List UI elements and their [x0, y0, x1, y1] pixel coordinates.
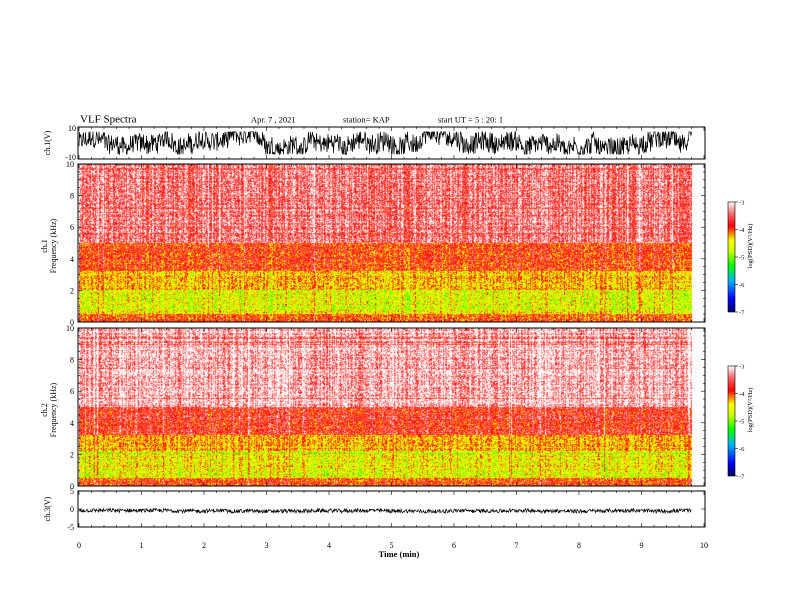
- ch2-spectrogram-panel: 0 2 4 6 8 10 ch.2 Frequency (kHz): [40, 324, 706, 491]
- ch1-spectrogram-image: [79, 164, 705, 322]
- ch2-colorbar: -3 -4 -5 -6 -7 log(PSD)(V²/Hz): [727, 364, 754, 481]
- ch1-waveform-ylabel: ch.1(V): [43, 130, 52, 155]
- x-tick-label: 8: [577, 541, 581, 550]
- colorbar-tick-label: -6: [739, 446, 745, 453]
- y-tick-label: 6: [70, 223, 74, 232]
- y-tick-label: 4: [70, 255, 74, 264]
- x-tick-label: 0: [77, 541, 81, 550]
- station-label: station= KAP: [343, 115, 390, 125]
- x-tick-label: 5: [390, 541, 394, 550]
- y-tick-label: 6: [70, 387, 74, 396]
- colorbar-tick-label: -4: [739, 227, 745, 234]
- ch1-spectrogram-ylabel-2: Frequency (kHz): [49, 218, 58, 273]
- colorbar-tick-label: -3: [739, 364, 744, 371]
- ch3-waveform-frame: [77, 490, 706, 528]
- colorbar-tick-label: -3: [739, 200, 744, 207]
- ch1-spectrogram-ylabel-1: ch.1: [40, 239, 49, 253]
- ch1-colorbar-scale: [727, 201, 736, 313]
- y-tick-label: 0: [70, 318, 74, 327]
- ch1-spectrogram-panel: 0 2 4 6 8 10 ch.1 Frequency (kHz): [40, 160, 706, 327]
- y-tick-label: 10: [66, 160, 74, 169]
- ch2-spectrogram-ylabel-2: Frequency (kHz): [49, 382, 58, 437]
- y-tick-label: -5: [67, 523, 74, 532]
- x-tick-label: 6: [452, 541, 456, 550]
- colorbar-tick-label: -5: [739, 419, 744, 426]
- ch3-waveform-panel: 5 0 -5 ch.3(V): [43, 487, 706, 532]
- ch2-spectrogram-image: [79, 328, 705, 486]
- date-label: Apr. 7 , 2021: [251, 115, 296, 125]
- x-tick-label: 7: [515, 541, 519, 550]
- colorbar-tick-label: -5: [739, 255, 744, 262]
- x-tick-label: 1: [140, 541, 144, 550]
- ch1-colorbar-label: log(PSD)(V²/Hz): [747, 224, 754, 269]
- colorbar-tick-label: -4: [739, 391, 745, 398]
- colorbar-tick-label: -7: [739, 310, 745, 317]
- colorbar-tick-label: -7: [739, 474, 745, 481]
- y-tick-label: 4: [70, 419, 74, 428]
- ch1-ytick-bottom: -10: [65, 153, 76, 162]
- x-tick-label: 3: [265, 541, 269, 550]
- x-axis-label: Time (min): [379, 549, 420, 559]
- x-tick-label: 2: [202, 541, 206, 550]
- x-tick-label: 9: [640, 541, 644, 550]
- start-time-label: start UT = 5 : 20: 1: [438, 115, 503, 125]
- y-tick-label: 10: [66, 324, 74, 333]
- y-tick-label: 0: [70, 505, 74, 514]
- ch2-colorbar-label: log(PSD)(V²/Hz): [747, 388, 754, 433]
- x-axis-tick-labels: 0 1 2 3 4 5 6 7 8 9 10: [77, 541, 708, 550]
- ch2-spectrogram-ylabel-1: ch.2: [40, 403, 49, 417]
- waveform-trace: [78, 507, 692, 515]
- ch1-colorbar: -3 -4 -5 -6 -7 log(PSD)(V²/Hz): [727, 200, 754, 317]
- ch1-waveform-panel: 10 -10 ch.1(V): [43, 124, 706, 162]
- y-tick-label: 2: [70, 450, 74, 459]
- colorbar-tick-label: -6: [739, 282, 745, 289]
- x-tick-label: 10: [700, 541, 708, 550]
- y-tick-label: 5: [70, 487, 74, 496]
- ch1-ytick-top: 10: [68, 124, 76, 133]
- ch3-waveform-ylabel: ch.3(V): [43, 496, 52, 521]
- y-tick-label: 0: [70, 482, 74, 491]
- waveform-trace: [78, 130, 692, 156]
- figure-title: VLF Spectra: [80, 114, 137, 126]
- y-tick-label: 8: [70, 192, 74, 201]
- y-tick-label: 2: [70, 286, 74, 295]
- y-tick-label: 8: [70, 356, 74, 365]
- x-tick-label: 4: [327, 541, 331, 550]
- ch2-colorbar-scale: [727, 365, 736, 477]
